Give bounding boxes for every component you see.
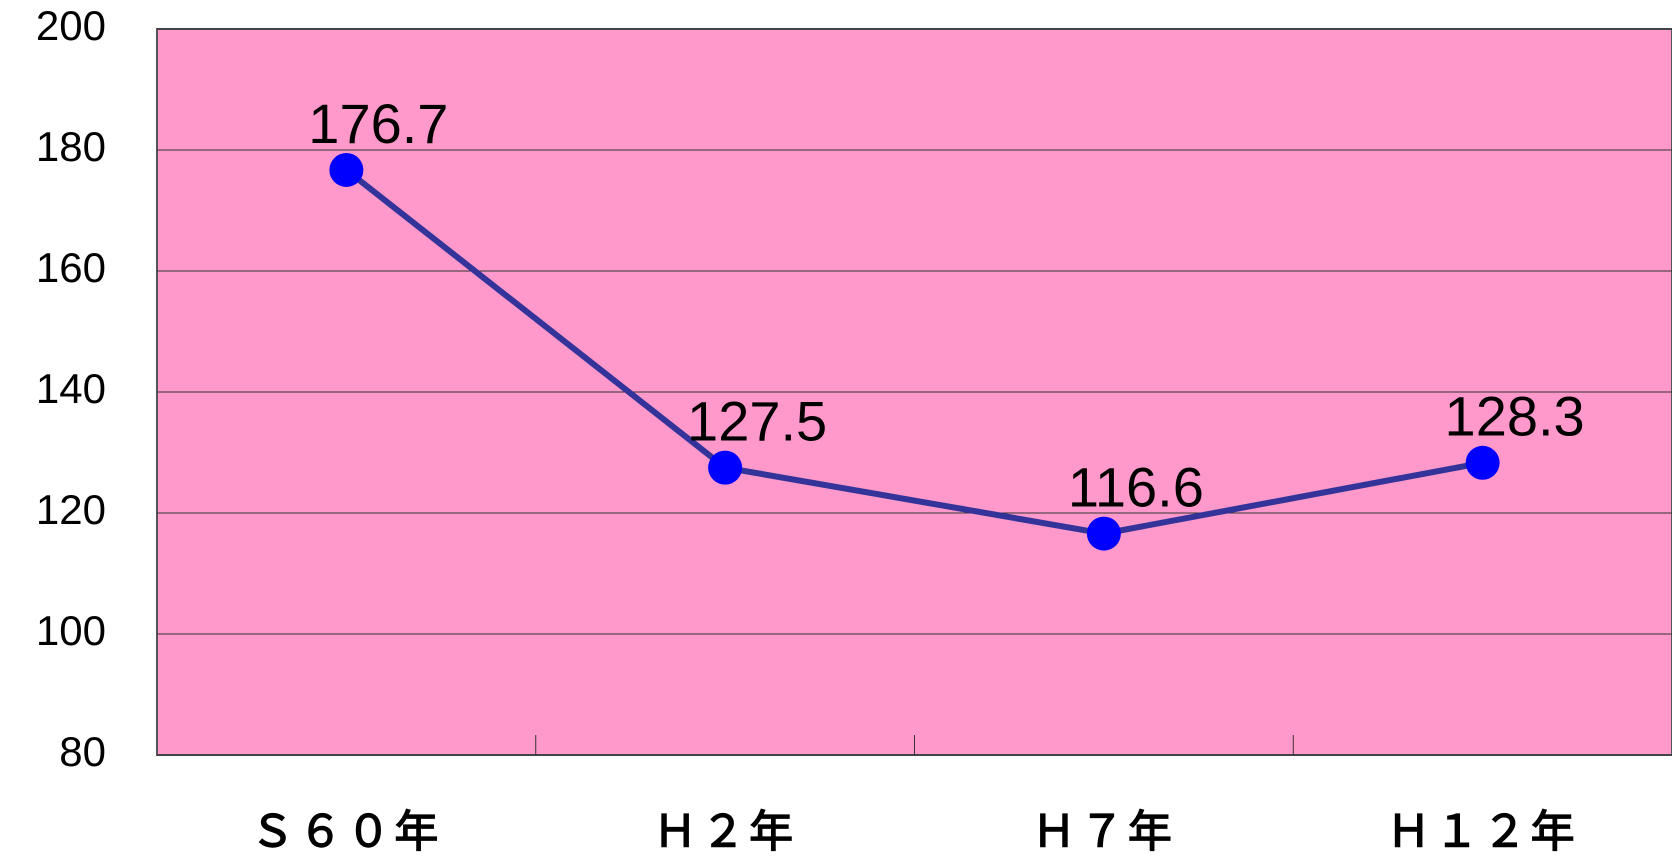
- data-point: [1086, 516, 1121, 551]
- y-tick-label: 200: [36, 2, 106, 49]
- x-tick-label: Ｓ６０年: [250, 808, 442, 857]
- data-point: [1465, 445, 1500, 480]
- y-tick-label: 180: [36, 123, 106, 170]
- x-tick-label: Ｈ２年: [653, 808, 797, 857]
- series-line: [344, 167, 1484, 537]
- y-tick-label: 140: [36, 365, 106, 412]
- data-point: [708, 450, 743, 485]
- y-tick-label: 80: [59, 728, 106, 775]
- data-label: 176.7: [308, 92, 448, 155]
- y-tick-label: 160: [36, 244, 106, 291]
- data-label: 128.3: [1445, 385, 1585, 448]
- data-label: 116.6: [1068, 455, 1204, 518]
- data-label: 127.5: [687, 389, 827, 452]
- x-tick-label: Ｈ１２年: [1387, 808, 1579, 857]
- y-tick-label: 120: [36, 486, 106, 533]
- data-point: [329, 152, 364, 187]
- y-tick-label: 100: [36, 607, 106, 654]
- x-tick-label: Ｈ７年: [1032, 808, 1176, 857]
